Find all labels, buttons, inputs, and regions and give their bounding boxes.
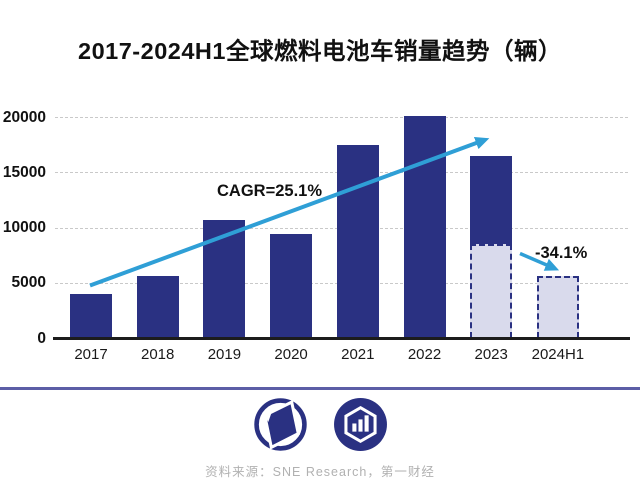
y-tick-10000: 10000	[2, 219, 46, 236]
cagr-annotation: CAGR=25.1%	[217, 182, 323, 200]
mini-bar-chart-glyph	[351, 415, 369, 432]
yicai-data-logo-icon	[333, 398, 387, 451]
decline-annotation: -34.1%	[535, 244, 588, 262]
x-label-2023: 2023	[474, 346, 508, 363]
bar-2022-solid	[403, 115, 446, 338]
x-label-2019: 2019	[207, 346, 242, 363]
x-label-2022: 2022	[407, 346, 442, 363]
x-label-2021: 2021	[341, 346, 375, 363]
data-source-caption: 资料来源：SNE Research，第一财经	[205, 465, 435, 479]
x-label-2024H1: 2024H1	[531, 346, 585, 363]
x-label-2020: 2020	[274, 346, 308, 363]
y-tick-5000: 5000	[11, 274, 46, 292]
footer-logos	[0, 396, 640, 454]
hexagon-glyph	[343, 405, 377, 444]
x-axis-line	[53, 336, 630, 340]
x-label-2018: 2018	[141, 346, 175, 363]
bar-2024H1-dashed	[536, 276, 579, 338]
bar-2021-solid	[336, 145, 379, 338]
bar-2023-solid	[470, 155, 513, 245]
yicai-logo-icon	[253, 398, 307, 451]
chart-title: 2017-2024H1全球燃料电池车销量趋势（辆）	[78, 38, 562, 64]
bar-2017-solid	[70, 293, 112, 338]
footer-divider	[0, 387, 640, 390]
y-tick-20000: 20000	[2, 108, 46, 126]
bar-2018-solid	[136, 276, 179, 338]
y-tick-15000: 15000	[2, 163, 46, 181]
x-label-2017: 2017	[74, 346, 108, 363]
bar-2023-dashed	[470, 244, 513, 338]
bar-2019-solid	[203, 220, 246, 338]
gridline-20000	[55, 117, 628, 118]
y-tick-0: 0	[37, 329, 46, 347]
bar-2020-solid	[270, 234, 313, 338]
